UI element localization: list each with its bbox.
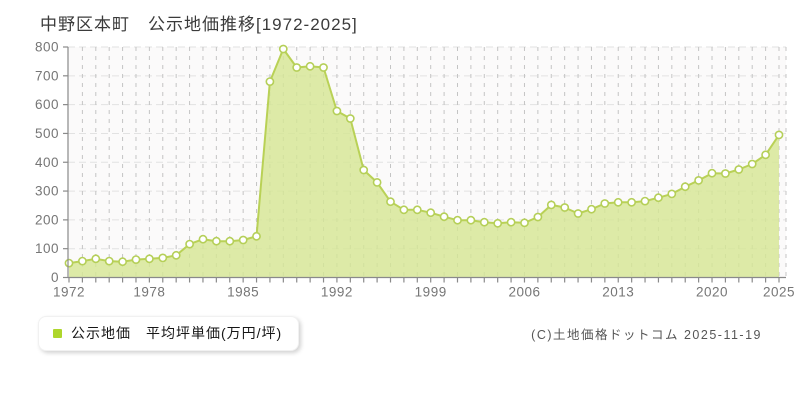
svg-text:0: 0 — [51, 270, 59, 285]
legend-series-label: 公示地価 平均坪単価(万円/坪) — [71, 325, 283, 341]
copyright-note: (C)土地価格ドットコム 2025-11-19 — [531, 328, 762, 342]
svg-text:1972: 1972 — [53, 285, 85, 300]
svg-text:2006: 2006 — [508, 285, 540, 300]
svg-text:1985: 1985 — [227, 285, 259, 300]
svg-text:500: 500 — [35, 126, 59, 141]
svg-text:1999: 1999 — [415, 285, 447, 300]
svg-text:1992: 1992 — [321, 285, 353, 300]
svg-text:300: 300 — [35, 184, 59, 199]
legend-series-swatch-icon — [53, 328, 62, 338]
svg-text:800: 800 — [35, 40, 59, 55]
svg-text:600: 600 — [35, 97, 59, 112]
legend: 公示地価 平均坪単価(万円/坪) — [38, 316, 300, 351]
svg-text:2020: 2020 — [696, 285, 728, 300]
svg-text:100: 100 — [35, 241, 59, 256]
svg-text:200: 200 — [35, 212, 59, 227]
svg-text:2013: 2013 — [602, 285, 634, 300]
svg-text:400: 400 — [35, 155, 59, 170]
svg-text:700: 700 — [35, 68, 59, 83]
svg-text:2025: 2025 — [763, 285, 795, 300]
svg-text:1978: 1978 — [133, 285, 165, 300]
page-title: 中野区本町 公示地価推移[1972-2025] — [40, 15, 358, 34]
